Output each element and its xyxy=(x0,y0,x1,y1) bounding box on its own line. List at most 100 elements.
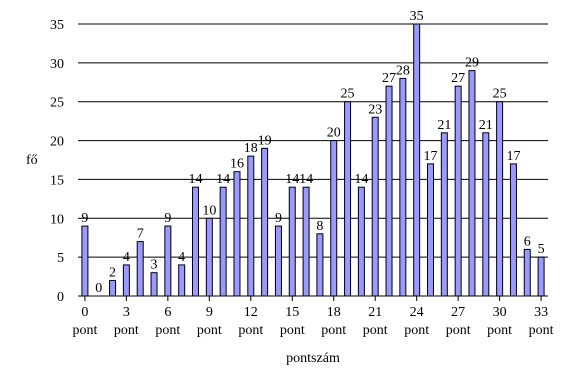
x-tick-label: 18 xyxy=(327,305,341,320)
data-label: 27 xyxy=(382,71,396,86)
data-label: 4 xyxy=(178,250,185,265)
data-label: 4 xyxy=(123,250,130,265)
bar xyxy=(302,186,310,297)
data-label: 3 xyxy=(151,258,158,273)
data-label: 8 xyxy=(316,219,323,234)
x-tick-label: 15 xyxy=(285,305,299,320)
data-label: 23 xyxy=(368,102,382,117)
bar xyxy=(468,70,476,297)
bar xyxy=(454,85,462,297)
bar xyxy=(496,101,504,297)
bar xyxy=(357,186,365,297)
bar xyxy=(427,163,434,297)
y-tick-label: 35 xyxy=(50,18,64,33)
bar xyxy=(81,225,89,297)
data-label: 25 xyxy=(493,87,507,102)
bar xyxy=(371,116,379,297)
y-axis-title: fő xyxy=(26,153,38,168)
bar xyxy=(247,155,255,297)
data-label: 14 xyxy=(299,172,313,187)
x-tick-unit: pont xyxy=(72,323,97,338)
bar xyxy=(385,85,393,297)
data-label: 25 xyxy=(341,87,355,102)
bar xyxy=(164,225,172,297)
y-tick-label: 10 xyxy=(50,212,64,227)
bar xyxy=(330,140,338,297)
data-label: 9 xyxy=(275,211,282,226)
x-axis-ticks: 0 pont 3 pont 6 pont 9 pont 12 pont 15 pont 18 pont 21… xyxy=(72,296,554,338)
data-label: 35 xyxy=(410,9,424,24)
x-tick-unit: pont xyxy=(446,323,471,338)
y-tick-label: 0 xyxy=(57,290,64,305)
bar xyxy=(122,264,130,297)
bar xyxy=(274,225,282,297)
data-label: 20 xyxy=(327,126,341,141)
bar xyxy=(150,272,158,297)
x-tick-unit: pont xyxy=(529,323,554,338)
bar xyxy=(178,264,186,297)
x-tick-unit: pont xyxy=(280,323,305,338)
bar xyxy=(509,163,517,297)
data-label: 18 xyxy=(244,141,258,156)
data-label: 14 xyxy=(285,172,299,187)
x-axis-title: pontszám xyxy=(286,351,340,366)
data-label: 14 xyxy=(216,172,230,187)
x-tick-label: 0 xyxy=(81,305,88,320)
bar xyxy=(205,217,213,297)
bar xyxy=(344,101,352,297)
x-tick-unit: pont xyxy=(155,323,180,338)
bar xyxy=(523,248,531,297)
data-label: 19 xyxy=(258,133,272,148)
gridlines xyxy=(78,23,548,258)
data-label: 21 xyxy=(437,118,451,133)
bar xyxy=(482,132,490,297)
bar xyxy=(316,233,324,297)
data-label: 5 xyxy=(538,242,545,257)
data-label: 10 xyxy=(202,203,216,218)
y-tick-label: 25 xyxy=(50,96,64,111)
x-tick-unit: pont xyxy=(197,323,222,338)
bar xyxy=(440,132,448,297)
bar xyxy=(219,186,227,297)
bar xyxy=(288,186,296,297)
y-axis-ticks: 0 5 10 15 20 25 30 35 xyxy=(50,18,64,305)
x-tick-unit: pont xyxy=(114,323,139,338)
y-tick-label: 5 xyxy=(57,251,64,266)
x-tick-label: 21 xyxy=(368,305,382,320)
bar xyxy=(261,147,269,297)
data-label: 7 xyxy=(137,227,144,242)
x-tick-label: 30 xyxy=(493,305,507,320)
x-tick-unit: pont xyxy=(238,323,263,338)
data-label: 14 xyxy=(354,172,368,187)
y-tick-label: 30 xyxy=(50,57,64,72)
x-tick-unit: pont xyxy=(363,323,388,338)
x-tick-label: 3 xyxy=(123,305,130,320)
data-label: 6 xyxy=(524,234,531,249)
bar xyxy=(136,241,144,297)
data-label: 16 xyxy=(230,157,244,172)
bar xyxy=(399,77,407,297)
x-tick-unit: pont xyxy=(321,323,346,338)
data-label: 17 xyxy=(506,149,520,164)
x-tick-label: 33 xyxy=(534,305,548,320)
bar xyxy=(413,23,421,297)
x-tick-label: 27 xyxy=(451,305,465,320)
bar xyxy=(192,186,199,297)
bar xyxy=(537,256,545,297)
y-tick-label: 20 xyxy=(50,135,64,150)
data-label: 27 xyxy=(451,71,465,86)
data-label: 21 xyxy=(479,118,493,133)
x-tick-label: 24 xyxy=(410,305,424,320)
x-tick-unit: pont xyxy=(487,323,512,338)
bar xyxy=(233,171,241,297)
data-label: 2 xyxy=(109,265,116,280)
bar xyxy=(109,279,117,297)
data-label: 9 xyxy=(81,211,88,226)
x-tick-label: 6 xyxy=(164,305,171,320)
data-label: 17 xyxy=(424,149,438,164)
x-tick-label: 12 xyxy=(244,305,258,320)
x-tick-label: 9 xyxy=(206,305,213,320)
